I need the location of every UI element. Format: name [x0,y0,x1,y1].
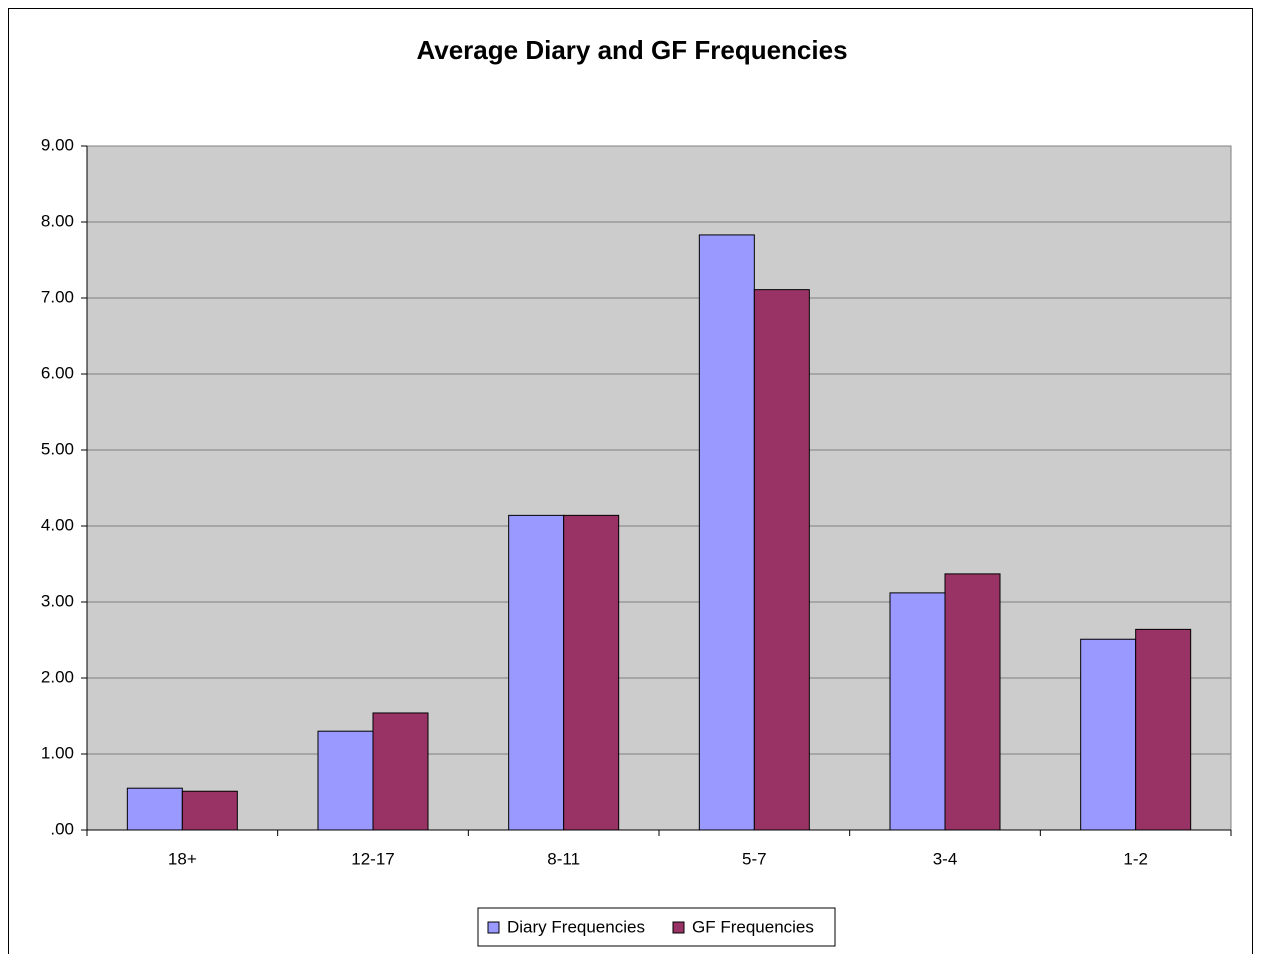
bar [563,514,620,831]
bar [181,790,238,831]
bar [372,712,429,831]
bar [508,514,565,831]
legend-swatch [672,921,685,934]
y-tick-label: 6.00 [41,363,74,382]
legend-swatch [487,921,500,934]
x-tick-label: 8-11 [547,849,580,868]
legend-box [477,907,836,947]
chart-title: Average Diary and GF Frequencies [416,35,847,65]
y-tick-label: 3.00 [41,591,74,610]
bar [698,234,755,831]
y-tick-label: 8.00 [41,211,74,230]
x-tick-label: 12-17 [351,849,394,868]
bar [944,573,1001,831]
x-tick-label: 5-7 [742,849,767,868]
y-tick-label: 4.00 [41,515,74,534]
x-tick-label: 3-4 [933,849,958,868]
x-tick-label: 18+ [168,849,197,868]
y-tick-label: 9.00 [41,135,74,154]
y-tick-label: 7.00 [41,287,74,306]
legend-label: GF Frequencies [692,917,814,936]
bar [1135,628,1192,831]
plot-area [86,145,1232,831]
bar [753,289,810,831]
y-tick-label: 5.00 [41,439,74,458]
legend-label: Diary Frequencies [507,917,645,936]
bar [889,592,946,831]
y-tick-label: .00 [50,819,74,838]
bar [1080,638,1137,831]
x-tick-label: 1-2 [1123,849,1148,868]
y-tick-label: 1.00 [41,743,74,762]
bar [126,787,183,831]
y-tick-label: 2.00 [41,667,74,686]
bar [317,730,374,831]
